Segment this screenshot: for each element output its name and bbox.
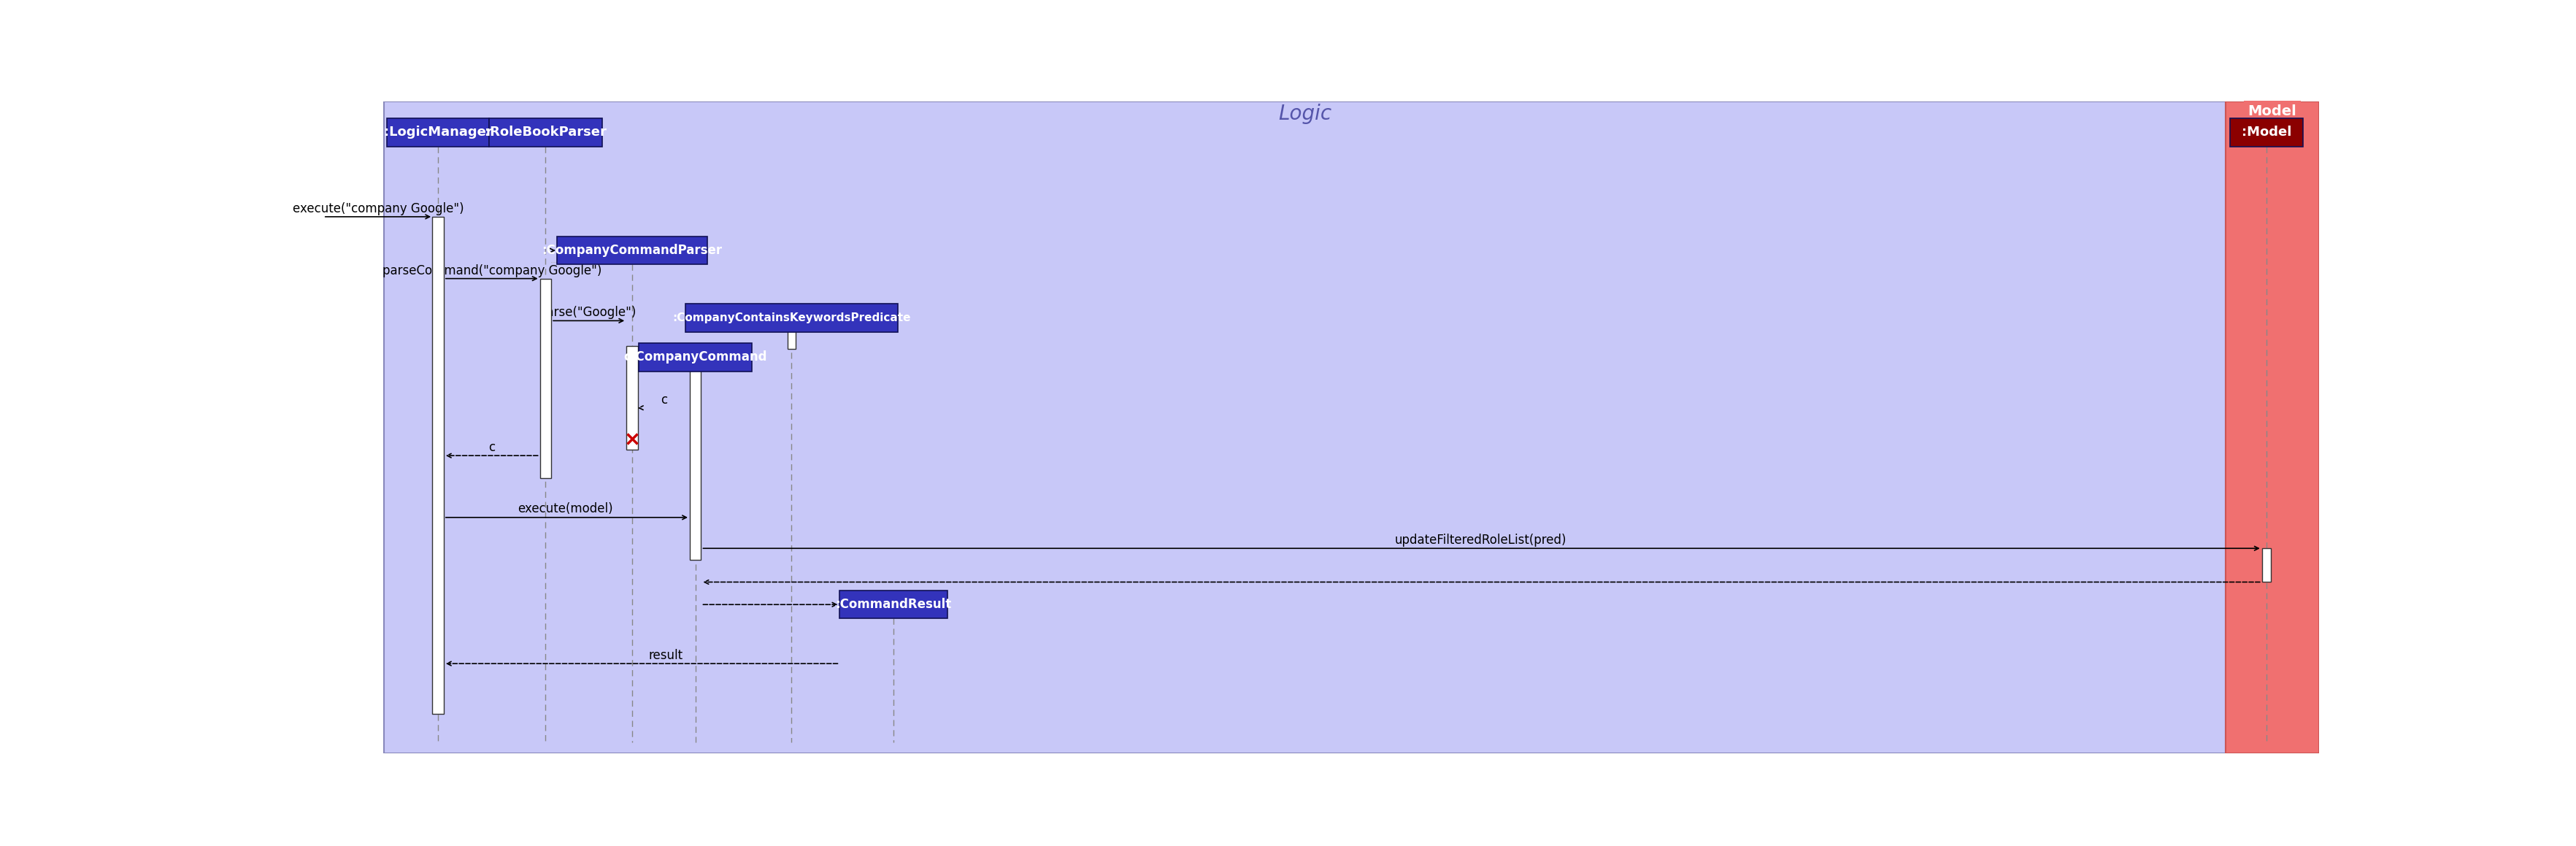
Text: :RoleBookParser: :RoleBookParser <box>484 126 605 139</box>
Bar <box>541 278 551 478</box>
Text: execute(model): execute(model) <box>518 503 613 515</box>
Text: execute("company Google"): execute("company Google") <box>294 202 464 216</box>
Bar <box>2228 118 2303 146</box>
Text: :Model: :Model <box>2241 126 2290 139</box>
Text: c: c <box>659 393 667 407</box>
Bar <box>788 327 796 349</box>
Text: c: c <box>708 354 716 367</box>
Text: c:CompanyCommand: c:CompanyCommand <box>623 351 768 364</box>
Text: Model: Model <box>2246 105 2295 118</box>
Bar <box>626 346 639 450</box>
Bar <box>556 236 706 265</box>
Text: :CompanyCommandParser: :CompanyCommandParser <box>541 244 721 257</box>
Bar <box>690 357 701 559</box>
Bar <box>2226 102 2318 753</box>
Text: result: result <box>649 649 683 662</box>
Bar <box>685 304 896 332</box>
Bar <box>433 217 443 714</box>
Bar <box>489 118 603 146</box>
Bar <box>840 591 948 618</box>
Bar <box>386 118 489 146</box>
Bar <box>322 102 384 753</box>
Text: c: c <box>489 441 495 454</box>
Text: :CommandResult: :CommandResult <box>835 598 951 611</box>
Bar <box>2262 548 2269 582</box>
Text: :LogicManager: :LogicManager <box>384 126 492 139</box>
Text: parse("Google"): parse("Google") <box>538 305 636 319</box>
Bar <box>639 343 752 371</box>
Text: :CompanyContainsKeywordsPredicate: :CompanyContainsKeywordsPredicate <box>672 312 909 323</box>
Text: parseCommand("company Google"): parseCommand("company Google") <box>381 264 600 277</box>
Text: Logic: Logic <box>1278 104 1332 124</box>
Text: updateFilteredRoleList(pred): updateFilteredRoleList(pred) <box>1394 533 1566 547</box>
